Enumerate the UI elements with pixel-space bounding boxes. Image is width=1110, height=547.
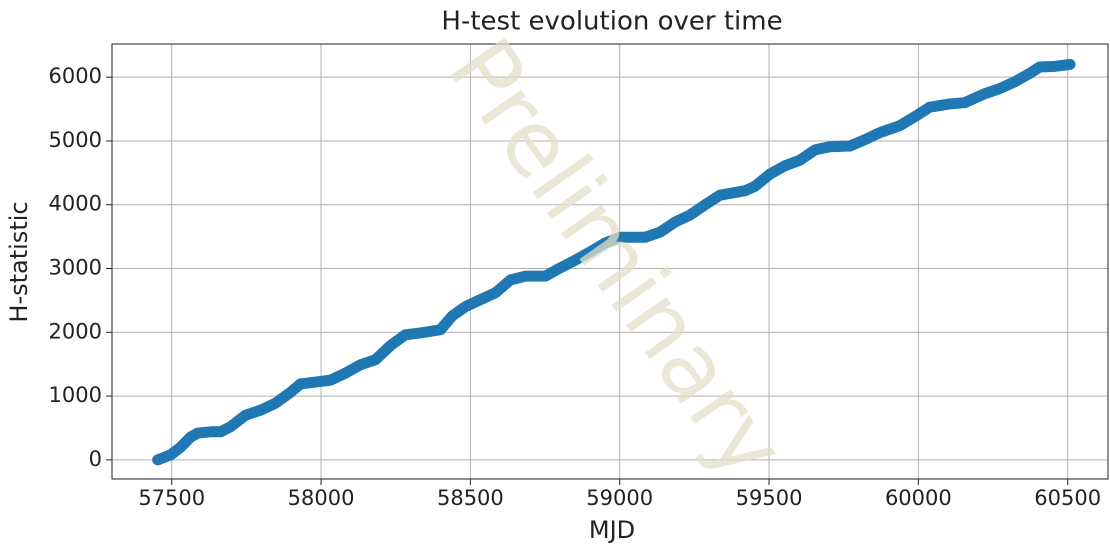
x-axis-label: MJD <box>589 516 635 544</box>
x-tick-label: 59500 <box>736 486 803 510</box>
chart-title: H-test evolution over time <box>441 7 782 37</box>
y-tick-label: 4000 <box>49 192 102 216</box>
x-tick-label: 59000 <box>586 486 653 510</box>
x-tick-label: 58500 <box>437 486 504 510</box>
y-tick-label: 3000 <box>49 256 102 280</box>
x-tick-label: 60000 <box>885 486 952 510</box>
x-tick-label: 60500 <box>1034 486 1101 510</box>
y-tick-label: 1000 <box>49 383 102 407</box>
y-tick-label: 0 <box>89 447 102 471</box>
x-tick-label: 57500 <box>138 486 205 510</box>
x-tick-label: 58000 <box>288 486 355 510</box>
plot-frame <box>111 43 1109 480</box>
data-line <box>152 58 1076 466</box>
y-tick-label: 2000 <box>49 319 102 343</box>
y-tick-label: 6000 <box>49 64 102 88</box>
watermark: Preliminary <box>428 21 806 498</box>
y-axis-label: H-statistic <box>5 201 33 322</box>
y-tick-label: 5000 <box>49 128 102 152</box>
